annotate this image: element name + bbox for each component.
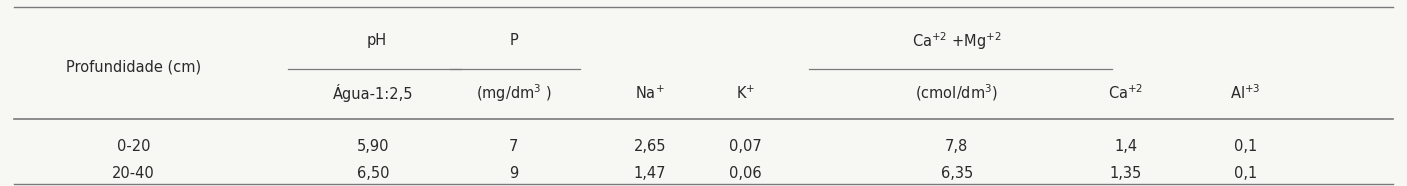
Text: Ca$^{+2}$: Ca$^{+2}$ bbox=[1107, 84, 1144, 102]
Text: (mg/dm$^3$ ): (mg/dm$^3$ ) bbox=[476, 82, 552, 104]
Text: 20-40: 20-40 bbox=[113, 166, 155, 181]
Text: pH: pH bbox=[367, 33, 387, 48]
Text: 1,47: 1,47 bbox=[633, 166, 667, 181]
Text: Al$^{+3}$: Al$^{+3}$ bbox=[1230, 84, 1261, 102]
Text: 9: 9 bbox=[509, 166, 518, 181]
Text: 6,35: 6,35 bbox=[941, 166, 972, 181]
Text: 0,1: 0,1 bbox=[1234, 139, 1256, 153]
Text: 2,65: 2,65 bbox=[633, 139, 667, 153]
Text: 5,90: 5,90 bbox=[356, 139, 390, 153]
Text: Profundidade (cm): Profundidade (cm) bbox=[66, 60, 201, 74]
Text: 7: 7 bbox=[509, 139, 518, 153]
Text: 1,4: 1,4 bbox=[1114, 139, 1137, 153]
Text: 6,50: 6,50 bbox=[356, 166, 390, 181]
Text: 7,8: 7,8 bbox=[946, 139, 968, 153]
Text: 1,35: 1,35 bbox=[1110, 166, 1141, 181]
Text: Água-1:2,5: Água-1:2,5 bbox=[332, 84, 414, 102]
Text: 0-20: 0-20 bbox=[117, 139, 151, 153]
Text: 0,1: 0,1 bbox=[1234, 166, 1256, 181]
Text: Ca$^{+2}$ +Mg$^{+2}$: Ca$^{+2}$ +Mg$^{+2}$ bbox=[912, 30, 1002, 52]
Text: (cmol/dm$^3$): (cmol/dm$^3$) bbox=[916, 83, 998, 103]
Text: P: P bbox=[509, 33, 518, 48]
Text: K$^{+}$: K$^{+}$ bbox=[736, 84, 756, 102]
Text: Na$^{+}$: Na$^{+}$ bbox=[635, 84, 666, 102]
Text: 0,06: 0,06 bbox=[729, 166, 763, 181]
Text: 0,07: 0,07 bbox=[729, 139, 763, 153]
